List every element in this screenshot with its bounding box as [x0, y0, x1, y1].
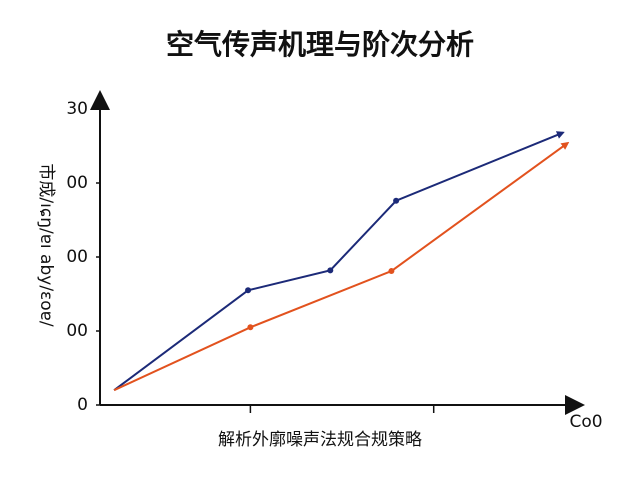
y-tick-label: 30 — [66, 99, 88, 119]
y-tick-label: 00 — [66, 321, 88, 341]
y-tick-label: 0 — [77, 395, 88, 415]
data-point — [245, 287, 252, 294]
x-axis-label: 解析外廓噪声法规合规策略 — [218, 430, 422, 450]
data-point — [327, 267, 334, 274]
y-axis-label: 市成/ıɕŋ/ɐı aby/ɛoɐ/ — [36, 163, 56, 326]
data-point — [388, 268, 395, 275]
y-tick-label: 00 — [66, 247, 88, 267]
x-axis-end-label: Co0 — [569, 412, 602, 432]
series-line — [113, 131, 565, 392]
chart-title: 空气传声机理与阶次分析 — [166, 28, 474, 61]
data-point — [393, 197, 400, 204]
data-point — [247, 324, 254, 331]
y-tick-label: 00 — [66, 173, 88, 193]
series-line — [113, 141, 570, 392]
